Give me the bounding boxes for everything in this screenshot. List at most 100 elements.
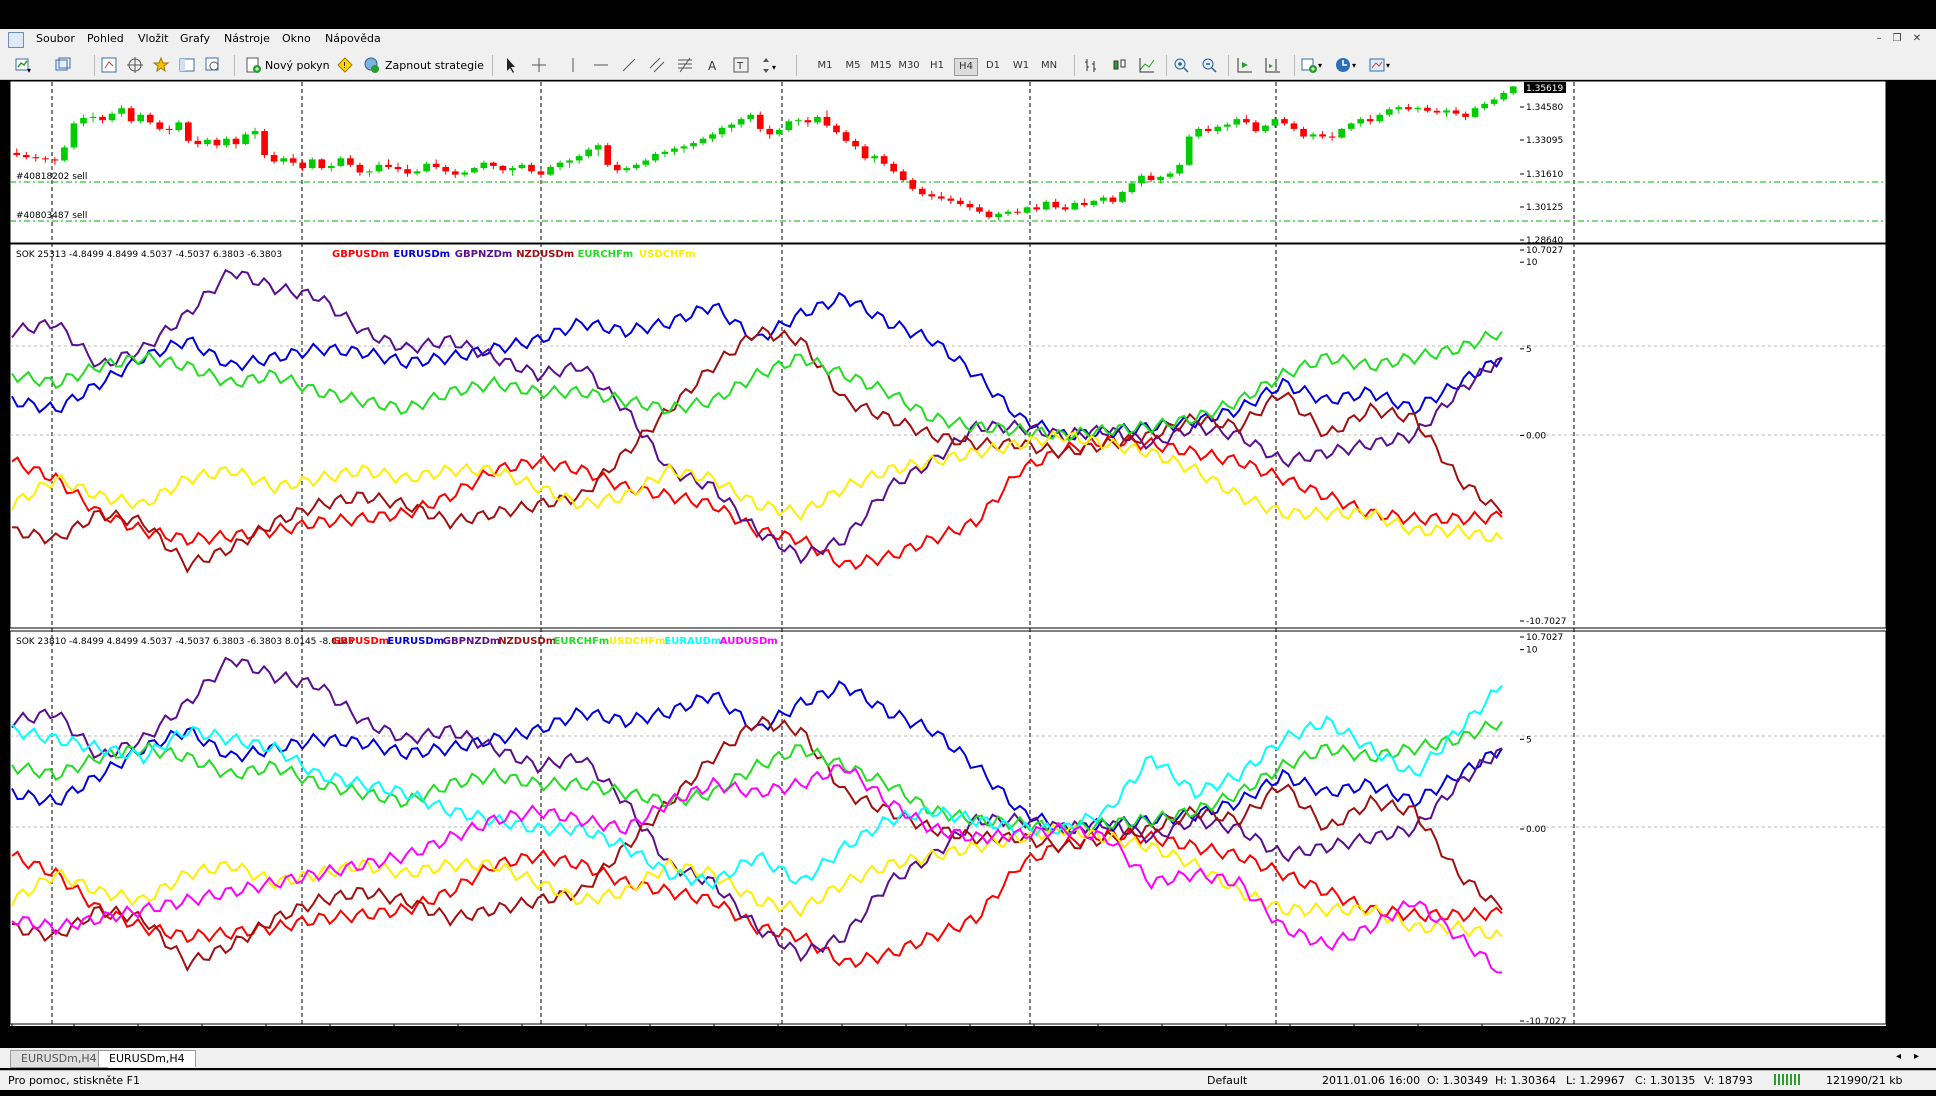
candle xyxy=(737,119,745,125)
timeframe-h1[interactable]: H1 xyxy=(930,60,944,71)
candle xyxy=(947,198,955,201)
candle xyxy=(1109,197,1117,202)
autoscroll-button[interactable] xyxy=(1236,55,1254,75)
zoom-in-button[interactable] xyxy=(1172,55,1190,75)
menu-vlozit[interactable]: Vložit xyxy=(138,32,169,45)
price-pane: #40818202 sell #40803487 sell 1.356191.3… xyxy=(9,79,1887,246)
candle xyxy=(1243,119,1250,123)
market-watch-button[interactable] xyxy=(100,55,118,75)
templates-button[interactable]: ▾ xyxy=(1368,55,1390,75)
separator xyxy=(1294,55,1295,76)
strategy-tester-button[interactable] xyxy=(204,55,222,75)
candle xyxy=(327,165,335,169)
candle xyxy=(1252,122,1260,132)
chart-tab[interactable]: EURUSDm,H4 xyxy=(10,1050,108,1068)
autoscroll-icon xyxy=(1237,58,1252,73)
chart-window[interactable]: #40818202 sell #40803487 sell 1.35619 1.3… xyxy=(9,79,1887,1042)
new-chart-button[interactable]: ▾ xyxy=(14,55,32,75)
fibonacci-tool[interactable] xyxy=(676,55,694,75)
profiles-button[interactable] xyxy=(54,55,72,75)
data-window-button[interactable] xyxy=(126,55,144,75)
candle xyxy=(1119,192,1126,202)
tab-scroll-right-icon[interactable]: ▸ xyxy=(1914,1051,1920,1062)
candle xyxy=(1004,211,1012,214)
timeframe-d1[interactable]: D1 xyxy=(985,60,1001,71)
timeframe-m1[interactable]: M1 xyxy=(817,60,833,71)
toggle-strategies-button[interactable]: Zapnout strategie xyxy=(362,55,484,75)
periods-button[interactable]: ▾ xyxy=(1334,55,1356,75)
chart-shift-button[interactable] xyxy=(1264,55,1282,75)
close-icon[interactable]: ✕ xyxy=(1912,33,1922,44)
candle xyxy=(394,167,402,170)
candle xyxy=(175,122,183,130)
crosshair-tool[interactable] xyxy=(530,55,548,75)
candle xyxy=(833,125,840,133)
metaeditor-button[interactable]: ! xyxy=(336,55,354,75)
zoom-out-button[interactable] xyxy=(1200,55,1218,75)
candle xyxy=(613,164,621,171)
separator xyxy=(1228,55,1229,76)
menu-soubor[interactable]: Soubor xyxy=(36,32,75,45)
text-label-tool[interactable]: T xyxy=(732,55,750,75)
chart-canvas[interactable]: #40818202 sell #40803487 sell 1.356191.3… xyxy=(9,79,1887,1042)
timeframe-w1[interactable]: W1 xyxy=(1012,60,1030,71)
trendline-tool[interactable] xyxy=(620,55,638,75)
terminal-button[interactable] xyxy=(178,55,196,75)
timeframe-m5[interactable]: M5 xyxy=(845,60,861,71)
line-chart-button[interactable] xyxy=(1138,55,1156,75)
menu-napoveda[interactable]: Nápověda xyxy=(325,32,381,45)
bar-chart-button[interactable] xyxy=(1082,55,1100,75)
candle xyxy=(690,143,697,147)
horizontal-line-tool[interactable] xyxy=(592,55,610,75)
text-tool[interactable]: A xyxy=(704,55,722,75)
candle xyxy=(165,128,173,130)
candlestick-button[interactable] xyxy=(1110,55,1128,75)
timeframe-m30[interactable]: M30 xyxy=(898,60,920,71)
zoom-out-icon xyxy=(1202,58,1217,73)
cursor-tool[interactable] xyxy=(502,55,520,75)
timeframe-mn[interactable]: MN xyxy=(1040,60,1058,71)
new-order-button[interactable]: Nový pokyn xyxy=(244,55,330,75)
scale-tick-label: 0.00 xyxy=(1526,825,1546,835)
minimize-icon[interactable]: – xyxy=(1876,33,1882,44)
candle xyxy=(366,171,373,173)
status-profile[interactable]: Default xyxy=(1207,1074,1248,1087)
candle xyxy=(1300,128,1307,137)
menu-grafy[interactable]: Grafy xyxy=(180,32,210,45)
candle xyxy=(1366,119,1374,122)
candle xyxy=(756,114,764,129)
candle xyxy=(709,134,716,139)
menu-pohled[interactable]: Pohled xyxy=(87,32,124,45)
candle xyxy=(1157,176,1164,181)
candle xyxy=(1033,207,1040,210)
app-icon[interactable] xyxy=(8,32,24,48)
menu-okno[interactable]: Okno xyxy=(282,32,311,45)
status-open: O: 1.30349 xyxy=(1427,1074,1489,1087)
candle xyxy=(1433,110,1441,113)
indicators-button[interactable]: ▾ xyxy=(1300,55,1322,75)
vertical-line-tool[interactable] xyxy=(564,55,582,75)
timeframe-h4[interactable]: H4 xyxy=(954,58,978,76)
candle xyxy=(480,162,488,169)
tab-scroll-left-icon[interactable]: ◂ xyxy=(1896,1051,1902,1062)
connection-status-icon[interactable] xyxy=(1774,1074,1800,1085)
candle xyxy=(966,204,974,208)
menu-nastroje[interactable]: Nástroje xyxy=(224,32,270,45)
restore-icon[interactable]: ❐ xyxy=(1892,33,1902,44)
candle xyxy=(1071,202,1079,210)
order-lines: #40818202 sell #40803487 sell xyxy=(10,172,1886,222)
price-tick-label: 1.31610 xyxy=(1526,170,1563,180)
equidistant-channel-tool[interactable] xyxy=(648,55,666,75)
candle xyxy=(518,164,526,169)
candle xyxy=(1185,136,1193,165)
expert-advisor-icon xyxy=(364,57,379,73)
candle xyxy=(375,164,383,172)
timeframe-m15[interactable]: M15 xyxy=(870,60,892,71)
arrows-tool[interactable]: ▾ xyxy=(760,55,778,75)
candle xyxy=(957,200,964,205)
horizontal-line-icon xyxy=(594,64,608,66)
navigator-button[interactable] xyxy=(152,55,170,75)
chart-tab-active[interactable]: EURUSDm,H4 xyxy=(98,1050,196,1067)
candle xyxy=(556,162,564,168)
